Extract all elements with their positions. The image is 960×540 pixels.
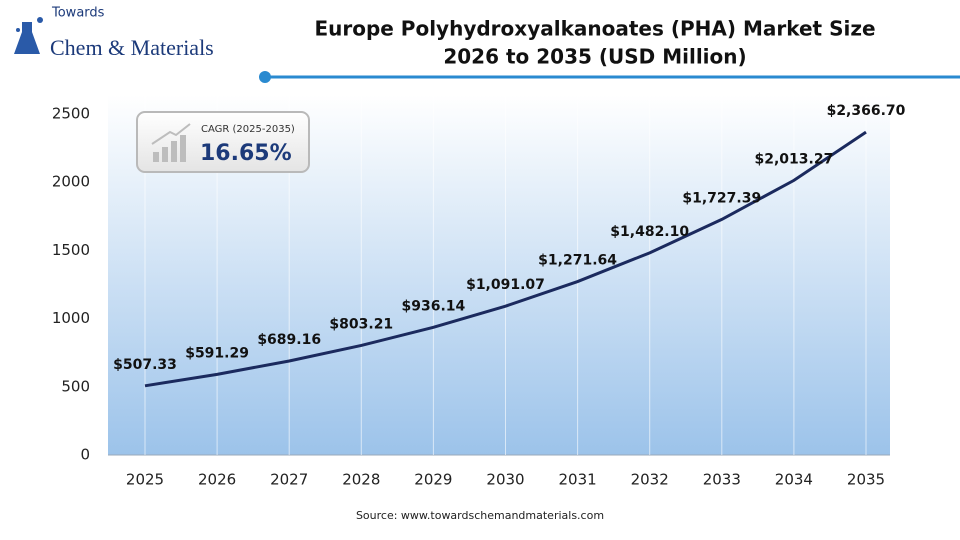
value-label: $936.14 [402,298,466,314]
cagr-label: CAGR (2025-2035) [201,124,295,135]
value-label: $1,271.64 [538,253,617,269]
y-tick-label: 1500 [52,241,90,259]
x-tick-label: 2029 [414,471,452,489]
y-tick-label: 0 [80,446,90,464]
value-label: $2,366.70 [827,103,906,119]
x-tick-label: 2025 [126,471,164,489]
value-label: $507.33 [113,357,177,373]
x-tick-label: 2033 [703,471,741,489]
x-tick-label: 2035 [847,471,885,489]
chart-title: Europe Polyhydroxyalkanoates (PHA) Marke… [314,17,875,41]
x-tick-label: 2030 [486,471,524,489]
title-rule-dot [259,71,271,83]
logo-top: Towards [51,6,105,21]
value-label: $1,091.07 [466,277,545,293]
cagr-value: 16.65% [200,141,292,166]
y-tick-label: 500 [61,377,90,395]
chart-subtitle: 2026 to 2035 (USD Million) [443,45,746,69]
cagr-icon [151,123,191,162]
x-tick-label: 2032 [631,471,669,489]
logo-bottom: Chem & Materials [50,35,214,60]
x-tick-label: 2026 [198,471,236,489]
value-label: $689.16 [257,332,321,348]
y-tick-label: 2500 [52,105,90,123]
line [144,130,867,388]
logo: Towards Chem & Materials [14,6,214,60]
x-tick-label: 2028 [342,471,380,489]
value-label: $803.21 [329,316,393,332]
y-tick-label: 1000 [52,309,90,327]
x-tick-label: 2027 [270,471,308,489]
y-tick-label: 2000 [52,173,90,191]
x-tick-label: 2031 [559,471,597,489]
value-label: $591.29 [185,345,249,361]
value-label: $2,013.27 [754,151,833,167]
x-tick-label: 2034 [775,471,813,489]
value-label: $1,482.10 [610,224,689,240]
marks: 0 500 1000 1500 2000 2500 2025 2026 2027 2028 2029… [52,95,906,489]
value-label: $1,727.39 [682,190,761,206]
source: Source: www.towardschemandmaterials.com [356,509,604,522]
